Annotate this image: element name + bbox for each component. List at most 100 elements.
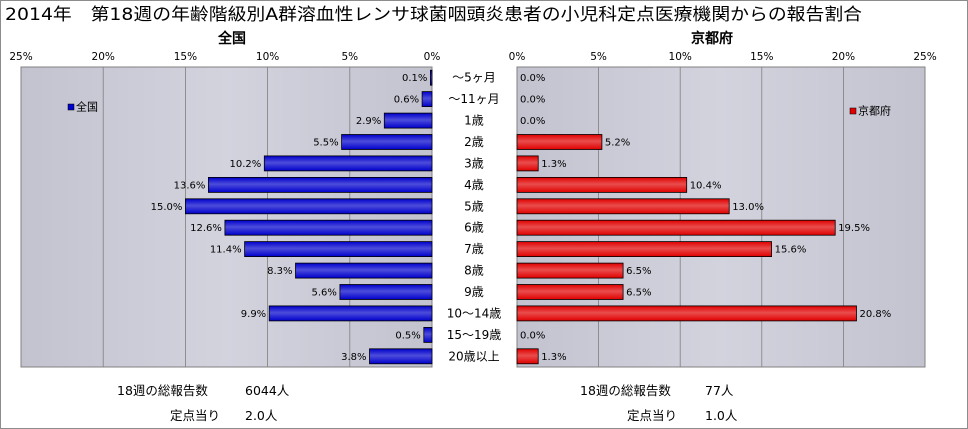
- bar: [516, 155, 539, 172]
- bar: [516, 219, 836, 236]
- category-label: ～11ヶ月: [448, 92, 499, 106]
- bar: [207, 176, 433, 193]
- panel-title: 全国: [217, 30, 246, 47]
- data-label: 12.6%: [190, 223, 222, 234]
- data-label: 0.1%: [402, 73, 427, 84]
- data-label: 0.0%: [520, 95, 545, 106]
- bar: [516, 134, 603, 150]
- panel-right: 京都府 0% 5% 10% 15% 20% 25% 0.0% 0.0% 0.0% 5.2% 1.3% 1…: [509, 30, 937, 368]
- data-label: 8.3%: [267, 266, 292, 277]
- tick-label: 10%: [256, 51, 279, 63]
- bar: [516, 348, 539, 365]
- bar: [184, 198, 433, 215]
- category-label: 20歳以上: [448, 349, 499, 363]
- data-label: 5.2%: [605, 138, 630, 149]
- data-label: 6.5%: [626, 288, 651, 299]
- bar: [429, 69, 433, 86]
- category-label: ～5ヶ月: [452, 71, 496, 85]
- legend-swatch: [67, 103, 75, 111]
- category-labels: ～5ヶ月 ～11ヶ月 1歳 2歳 3歳 4歳 5歳 6歳 7歳 8歳 9歳 10～14歳 15～19歳 2…: [447, 71, 502, 364]
- summary-total-label: 18週の総報告数: [117, 383, 208, 398]
- panel-title: 京都府: [691, 30, 733, 47]
- tick-label: 5%: [590, 51, 607, 63]
- data-label: 0.6%: [394, 95, 419, 106]
- category-label: 10～14歳: [447, 306, 502, 320]
- tick-label: 25%: [9, 51, 32, 63]
- summary-per-site-label: 定点当り: [627, 408, 677, 423]
- bar: [339, 284, 433, 300]
- summary-total-label: 18週の総報告数: [580, 383, 671, 398]
- data-label: 0.0%: [520, 116, 545, 127]
- summary-total-value: 6044人: [245, 383, 290, 398]
- category-label: 8歳: [464, 264, 484, 278]
- category-label: 1歳: [464, 114, 484, 128]
- tick-label: 5%: [341, 51, 358, 63]
- plot-layer: ～5ヶ月 ～11ヶ月 1歳 2歳 3歳 4歳 5歳 6歳 7歳 8歳 9歳 10～14歳 15～19歳 2…: [9, 30, 937, 368]
- data-label: 15.0%: [151, 202, 183, 213]
- data-label: 3.8%: [341, 352, 366, 363]
- category-label: 5歳: [464, 199, 484, 213]
- summary-national: 18週の総報告数 6044人 定点当り 2.0人: [117, 383, 290, 423]
- bar: [516, 198, 730, 215]
- category-label: 2歳: [464, 135, 484, 149]
- bar: [295, 262, 433, 279]
- data-label: 9.9%: [241, 309, 266, 320]
- data-label: 0.5%: [395, 330, 420, 341]
- legend: 全国: [67, 100, 98, 114]
- tick-label: 20%: [832, 51, 855, 63]
- tick-label: 15%: [174, 51, 197, 63]
- data-label: 5.6%: [311, 288, 336, 299]
- summary-kyoto: 18週の総報告数 77人 定点当り 1.0人: [580, 383, 738, 423]
- chart-title: 2014年 第18週の年齢階級別A群溶血性レンサ球菌咽頭炎患者の小児科定点医療機…: [5, 5, 862, 25]
- data-label: 1.3%: [541, 159, 566, 170]
- data-label: 19.5%: [838, 223, 870, 234]
- tick-label: 15%: [750, 51, 773, 63]
- data-label: 20.8%: [860, 309, 892, 320]
- category-label: 3歳: [464, 156, 484, 170]
- data-label: 13.0%: [732, 202, 764, 213]
- bar: [369, 348, 433, 365]
- data-label: 10.2%: [230, 159, 262, 170]
- legend-label: 京都府: [858, 104, 891, 118]
- tick-label: 25%: [913, 51, 936, 63]
- data-label: 5.5%: [313, 138, 338, 149]
- data-label: 1.3%: [541, 352, 566, 363]
- tick-label: 0%: [509, 51, 526, 63]
- data-label: 13.6%: [174, 180, 206, 191]
- panel-left: 全国 25% 20% 15% 10% 5% 0% 0.1% 0.6% 2.9% 5.5% 10.2% 1…: [9, 30, 441, 368]
- bar: [516, 305, 857, 322]
- bar: [423, 326, 433, 343]
- bar: [516, 284, 624, 300]
- data-label: 6.5%: [626, 266, 651, 277]
- data-label: 0.0%: [520, 330, 545, 341]
- tick-label: 20%: [92, 51, 115, 63]
- category-label: 7歳: [464, 242, 484, 256]
- tick-label: 0%: [424, 51, 441, 63]
- summary-per-site-label: 定点当り: [170, 408, 220, 423]
- legend-swatch: [849, 107, 857, 115]
- bar: [421, 91, 433, 107]
- bar: [383, 112, 433, 129]
- data-label: 0.0%: [520, 73, 545, 84]
- bar: [516, 241, 773, 258]
- data-label: 10.4%: [690, 180, 722, 191]
- data-label: 11.4%: [210, 245, 242, 256]
- bar: [516, 176, 688, 193]
- bar: [263, 155, 433, 172]
- legend-label: 全国: [76, 100, 98, 114]
- category-label: 9歳: [464, 285, 484, 299]
- data-label: 15.6%: [775, 245, 807, 256]
- summary-total-value: 77人: [705, 383, 734, 398]
- category-label: 4歳: [464, 178, 484, 192]
- data-label: 2.9%: [356, 116, 381, 127]
- category-label: 15～19歳: [447, 328, 502, 342]
- bar: [516, 262, 624, 279]
- bar: [341, 134, 433, 150]
- summary-per-site-value: 1.0人: [705, 408, 738, 423]
- bar: [244, 241, 433, 258]
- category-label: 6歳: [464, 221, 484, 235]
- tick-label: 10%: [669, 51, 692, 63]
- legend: 京都府: [849, 104, 891, 118]
- bar: [268, 305, 433, 322]
